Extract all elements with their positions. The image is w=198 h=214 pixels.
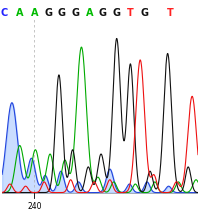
- Text: T: T: [127, 8, 134, 18]
- Text: 240: 240: [27, 202, 42, 211]
- Text: G: G: [44, 8, 52, 18]
- Text: G: G: [140, 8, 148, 18]
- Text: G: G: [58, 8, 66, 18]
- Text: G: G: [113, 8, 121, 18]
- Text: A: A: [16, 8, 24, 18]
- Text: T: T: [167, 8, 174, 18]
- Text: A: A: [86, 8, 93, 18]
- Text: A: A: [31, 8, 38, 18]
- Text: C: C: [0, 8, 8, 18]
- Text: G: G: [99, 8, 107, 18]
- Text: G: G: [71, 8, 80, 18]
